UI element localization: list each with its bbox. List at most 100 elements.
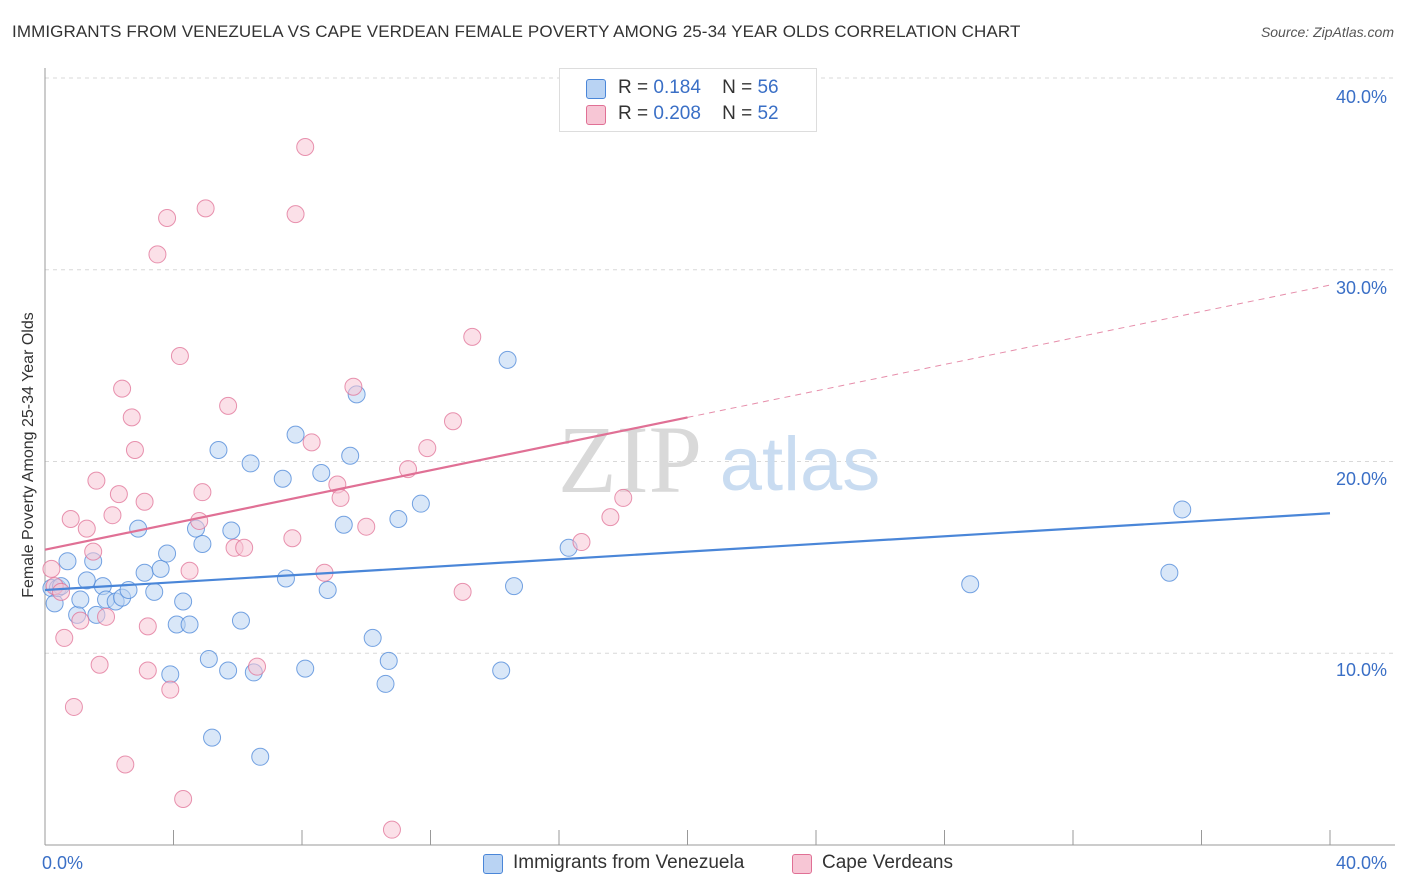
cape-verdean-point — [84, 542, 103, 561]
venezuela-point — [193, 534, 212, 553]
cape-verdean-point — [125, 440, 144, 459]
venezuela-point — [498, 350, 517, 369]
cape-verdean-point — [302, 433, 321, 452]
venezuela-point — [318, 580, 337, 599]
venezuela-point — [135, 563, 154, 582]
venezuela-point — [231, 611, 250, 630]
cape-verdean-point — [116, 755, 135, 774]
y-tick-40: 40.0% — [1336, 87, 1388, 107]
cape-verdean-point — [190, 511, 209, 530]
watermark-atlas: atlas — [720, 422, 881, 507]
cape-verdean-point — [283, 529, 302, 548]
legend-r-value: 0.184 — [653, 77, 701, 98]
venezuela-point — [203, 728, 222, 747]
venezuela-point — [286, 425, 305, 444]
y-tick-20: 20.0% — [1336, 469, 1388, 489]
venezuela-point — [71, 590, 90, 609]
cape-verdean-point — [61, 510, 80, 529]
venezuela-point — [505, 577, 524, 596]
legend-n-label: N = — [722, 77, 753, 98]
venezuela-point — [363, 628, 382, 647]
cape-verdean-point — [344, 377, 363, 396]
cape-verdean-point — [122, 408, 141, 427]
legend-n-value: 52 — [757, 103, 779, 124]
cape-verdean-point — [90, 655, 109, 674]
chart-title: IMMIGRANTS FROM VENEZUELA VS CAPE VERDEA… — [12, 22, 1021, 41]
cape-verdean-point — [103, 506, 122, 525]
cape-verdean-point — [42, 559, 61, 578]
cape-verdean-point — [193, 483, 212, 502]
cape-verdean-point — [196, 199, 215, 218]
cape-verdean-point — [418, 439, 437, 458]
cape-verdean-point — [174, 789, 193, 808]
watermark: ZIP atlas — [558, 406, 880, 513]
cape-verdean-point — [286, 205, 305, 224]
cape-verdean-point — [161, 680, 180, 699]
legend-n-value: 56 — [757, 77, 779, 98]
cape-verdean-point — [97, 607, 116, 626]
grid-lines — [45, 77, 1395, 654]
venezuela-point — [296, 659, 315, 678]
legend-r-value: 0.208 — [653, 103, 701, 124]
cape-verdean-point — [109, 485, 128, 504]
x-tick-0: 0.0% — [42, 853, 84, 873]
venezuela-point — [241, 454, 260, 473]
series-label-venezuela: Immigrants from Venezuela — [513, 852, 745, 873]
venezuela-point — [389, 510, 408, 529]
venezuela-point — [341, 446, 360, 465]
cape-verdean-point — [158, 208, 177, 227]
legend-swatch-venezuela — [586, 79, 606, 99]
cape-verdean-point — [331, 488, 350, 507]
venezuela-point — [961, 575, 980, 594]
cape-verdean-point — [357, 517, 376, 536]
correlation-legend: R = 0.184 N = 56 R = 0.208 N = 52 — [559, 68, 817, 132]
venezuela-point — [151, 559, 170, 578]
cape-verdean-point — [453, 582, 472, 601]
venezuela-point — [376, 674, 395, 693]
cape-verdean-point — [52, 582, 71, 601]
cape-verdean-point — [219, 396, 238, 415]
cape-verdean-point — [601, 508, 620, 527]
axes — [44, 68, 1395, 846]
venezuela-point — [145, 582, 164, 601]
cape-verdean-point — [382, 820, 401, 839]
series-label-cape-verdean: Cape Verdeans — [822, 852, 953, 873]
venezuela-point — [379, 651, 398, 670]
cape-verdean-point — [55, 628, 74, 647]
venezuela-point — [58, 552, 77, 571]
cape-verdean-point — [138, 617, 157, 636]
venezuela-point — [219, 661, 238, 680]
cape-verdean-point — [148, 245, 167, 264]
cape-verdean-point — [113, 379, 132, 398]
venezuela-point — [276, 569, 295, 588]
venezuela-point — [77, 571, 96, 590]
cape-verdean-trend-line — [44, 416, 688, 551]
cape-verdean-point — [180, 561, 199, 580]
venezuela-point — [1160, 563, 1179, 582]
venezuela-trend-line — [44, 512, 1331, 592]
x-tick-40: 40.0% — [1336, 853, 1388, 873]
cape-verdean-point — [296, 138, 315, 157]
cape-verdean-point — [138, 661, 157, 680]
cape-verdean-point — [463, 327, 482, 346]
cape-verdean-trend-line-extension — [687, 284, 1331, 418]
venezuela-point — [492, 661, 511, 680]
y-tick-10: 10.0% — [1336, 660, 1388, 680]
cape-verdean-point — [87, 471, 106, 490]
cape-verdean-point — [135, 492, 154, 511]
legend-r-label: R = — [618, 77, 649, 98]
legend-n-label: N = — [722, 103, 753, 124]
cape-verdean-point — [77, 519, 96, 538]
source-label: Source: ZipAtlas.com — [1260, 24, 1394, 40]
cape-verdean-point — [572, 533, 591, 552]
venezuela-point — [312, 464, 331, 483]
venezuela-point — [411, 494, 430, 513]
venezuela-point — [209, 440, 228, 459]
series-swatch-venezuela — [483, 854, 503, 874]
cape-verdean-point — [235, 538, 254, 557]
y-tick-30: 30.0% — [1336, 278, 1388, 298]
cape-verdean-point — [443, 412, 462, 431]
venezuela-point — [158, 544, 177, 563]
cape-verdean-point — [614, 488, 633, 507]
